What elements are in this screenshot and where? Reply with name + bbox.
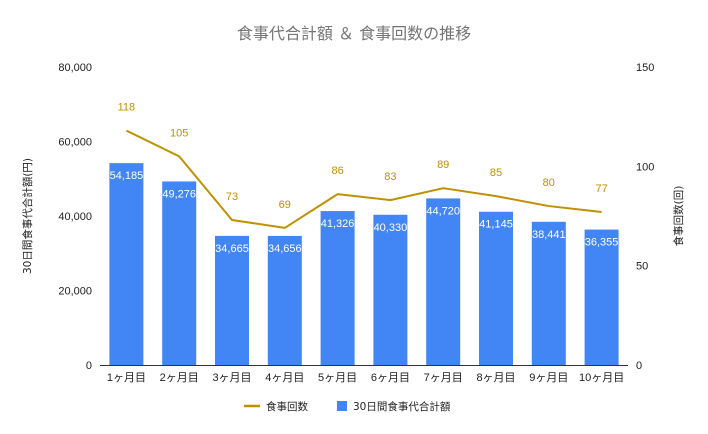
y-right-tick-label: 0 bbox=[636, 360, 642, 372]
y-right-tick-label: 100 bbox=[636, 161, 654, 173]
x-tick-label: 9ヶ月目 bbox=[529, 372, 568, 384]
bar-data-label: 49,276 bbox=[162, 188, 196, 200]
y-left-axis-title: 30日間食事代合計額(円) bbox=[21, 158, 34, 274]
y-right-tick-label: 150 bbox=[636, 62, 654, 74]
bar bbox=[267, 235, 302, 365]
bar-data-label: 41,145 bbox=[479, 219, 513, 231]
line-data-label: 77 bbox=[595, 183, 607, 195]
bar-data-label: 54,185 bbox=[110, 170, 144, 182]
legend-label: 30日間食事代合計額 bbox=[353, 400, 451, 413]
chart-title: 食事代合計額 ＆ 食事回数の推移 bbox=[237, 24, 471, 43]
y-left-tick-label: 80,000 bbox=[58, 62, 92, 74]
y-right-tick-label: 50 bbox=[636, 261, 648, 273]
line-data-label: 85 bbox=[490, 167, 502, 179]
bar bbox=[373, 214, 408, 365]
x-tick-label: 1ヶ月目 bbox=[107, 372, 146, 384]
bar bbox=[479, 211, 513, 365]
x-tick-label: 10ヶ月目 bbox=[579, 372, 624, 384]
line-data-label: 89 bbox=[437, 159, 449, 171]
line-data-label: 105 bbox=[170, 127, 188, 139]
legend-bar-swatch bbox=[337, 401, 347, 411]
y-left-tick-label: 0 bbox=[86, 360, 92, 372]
bar bbox=[531, 221, 566, 365]
x-tick-label: 5ヶ月目 bbox=[318, 372, 357, 384]
legend-label: 食事回数 bbox=[266, 400, 308, 413]
bar-data-label: 44,720 bbox=[426, 205, 460, 217]
bars-layer bbox=[109, 163, 619, 365]
y-right-axis-title: 食事回数(回) bbox=[672, 186, 685, 247]
bar bbox=[162, 181, 197, 365]
axes-layer: 0 20,000 40,000 60,000 80,000 0 50 100 150 30日間食事… bbox=[21, 62, 685, 384]
bar-data-label: 38,441 bbox=[532, 229, 566, 241]
line-data-label: 86 bbox=[331, 165, 343, 177]
line-data-label: 73 bbox=[226, 191, 238, 203]
bar-data-label: 40,330 bbox=[374, 222, 408, 234]
bar bbox=[215, 235, 249, 365]
bar bbox=[320, 211, 355, 365]
bar-data-label: 34,656 bbox=[268, 243, 302, 255]
line-layer bbox=[125, 129, 602, 229]
x-tick-label: 4ヶ月目 bbox=[265, 372, 304, 384]
legend-item-bar: 30日間食事代合計額 bbox=[337, 400, 451, 413]
bar-data-label: 41,326 bbox=[321, 218, 355, 230]
line-data-label: 83 bbox=[384, 171, 396, 183]
y-left-tick-label: 40,000 bbox=[58, 211, 92, 223]
x-tick-label: 3ヶ月目 bbox=[212, 372, 251, 384]
line-data-label: 69 bbox=[279, 199, 291, 211]
y-left-tick-label: 20,000 bbox=[58, 286, 92, 298]
x-tick-label: 2ヶ月目 bbox=[160, 372, 199, 384]
x-tick-label: 6ヶ月目 bbox=[371, 372, 410, 384]
y-left-tick-label: 60,000 bbox=[58, 137, 92, 149]
bar bbox=[584, 229, 619, 365]
bar-data-label: 34,665 bbox=[215, 243, 249, 255]
line-data-label: 80 bbox=[543, 177, 555, 189]
bar bbox=[426, 198, 461, 365]
bar-data-label: 36,355 bbox=[585, 237, 619, 249]
x-tick-label: 7ヶ月目 bbox=[424, 372, 463, 384]
labels-layer: 54,185 49,276 34,665 34,656 41,326 40,330 44,7… bbox=[110, 102, 619, 255]
x-tick-label: 8ヶ月目 bbox=[476, 372, 515, 384]
line-data-label: 118 bbox=[118, 102, 136, 114]
legend-item-line: 食事回数 bbox=[244, 400, 308, 413]
line-series bbox=[125, 129, 602, 229]
bar bbox=[109, 163, 144, 365]
legend: 食事回数 30日間食事代合計額 bbox=[244, 400, 451, 413]
